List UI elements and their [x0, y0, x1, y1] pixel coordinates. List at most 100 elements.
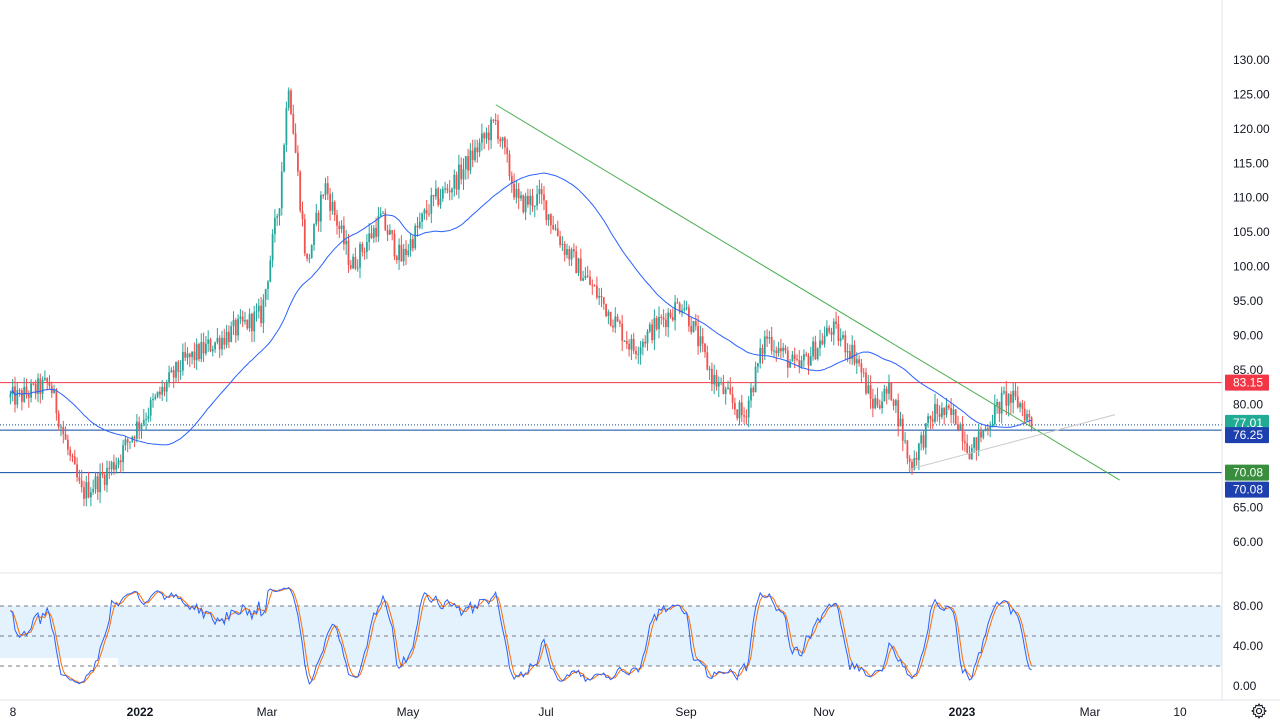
candle [973, 437, 975, 454]
moving-average-line[interactable] [9, 172, 1032, 446]
candle [515, 180, 518, 204]
candle [34, 379, 37, 400]
candle [623, 340, 626, 342]
descending-trendline[interactable] [495, 104, 1120, 481]
candle [568, 245, 571, 266]
candle [464, 155, 467, 180]
candle [225, 324, 228, 349]
candle [586, 265, 589, 278]
candle [699, 325, 702, 353]
candle [860, 358, 863, 384]
candle [89, 487, 92, 507]
candle [290, 88, 292, 116]
candle [998, 401, 1001, 423]
settings-gear-button[interactable] [1248, 700, 1270, 722]
candle [276, 213, 279, 226]
candle [938, 405, 941, 424]
candle [437, 186, 440, 208]
candle [110, 460, 113, 476]
candle [800, 355, 803, 369]
candle [881, 391, 883, 414]
candle [989, 421, 992, 438]
candle [223, 328, 226, 350]
candle [232, 311, 235, 335]
candle [246, 319, 249, 331]
candle [322, 194, 325, 200]
candle [538, 179, 541, 204]
candle [414, 223, 417, 251]
candle [556, 220, 559, 237]
candle [460, 157, 463, 185]
candle [9, 390, 12, 405]
candle [345, 229, 348, 255]
candle [869, 375, 872, 409]
candle [628, 339, 630, 357]
candle [395, 254, 398, 264]
ascending-trendline[interactable] [907, 414, 1116, 471]
stoch-panel [0, 586, 1222, 686]
price-panel [0, 87, 1222, 507]
candle [651, 319, 653, 344]
candle [138, 416, 141, 440]
candle [589, 270, 591, 286]
candle [577, 257, 580, 277]
candle [848, 344, 851, 365]
time-tick-label: 2023 [949, 705, 976, 719]
candle [883, 384, 886, 402]
candle [156, 391, 159, 399]
candle [731, 386, 734, 410]
candle [943, 407, 946, 425]
candle [876, 387, 879, 408]
candle [683, 300, 686, 314]
candle [678, 301, 681, 315]
candle [743, 407, 745, 424]
badge-support-low-blue: 70.08 [1225, 481, 1269, 498]
candle [388, 224, 391, 235]
candle [432, 194, 435, 207]
candle [342, 216, 345, 251]
candle [267, 280, 269, 301]
candle [842, 331, 844, 340]
candle [637, 346, 640, 365]
candle [115, 457, 118, 474]
candle [375, 217, 377, 243]
candle [227, 325, 230, 349]
candle [540, 183, 543, 205]
candle [172, 365, 175, 388]
candle [934, 393, 936, 424]
price-tick-label: 105.00 [1233, 225, 1270, 239]
candle [1030, 416, 1033, 432]
candle [853, 340, 856, 366]
candle [71, 453, 74, 463]
candle [451, 187, 453, 200]
candle [517, 182, 520, 210]
candle [18, 388, 21, 397]
candle [641, 338, 644, 356]
candle [336, 209, 338, 235]
candle [145, 412, 147, 431]
candle [701, 328, 704, 353]
candle [602, 296, 605, 310]
candle [819, 329, 821, 357]
candle [681, 304, 683, 317]
candle [467, 148, 469, 180]
candle [400, 235, 403, 263]
candle [609, 311, 612, 327]
candle [103, 471, 106, 491]
stoch-k-line[interactable] [10, 586, 1032, 686]
candle [724, 386, 727, 405]
candle [352, 253, 354, 270]
candle [177, 359, 180, 382]
candle [175, 361, 177, 383]
candle [142, 408, 145, 427]
candle [618, 319, 621, 327]
candle [667, 307, 670, 338]
candle [329, 187, 331, 221]
candle [73, 449, 76, 465]
candle [455, 171, 458, 196]
candle [766, 329, 768, 347]
candle [980, 426, 982, 443]
candle [572, 243, 575, 258]
candle [888, 374, 890, 400]
